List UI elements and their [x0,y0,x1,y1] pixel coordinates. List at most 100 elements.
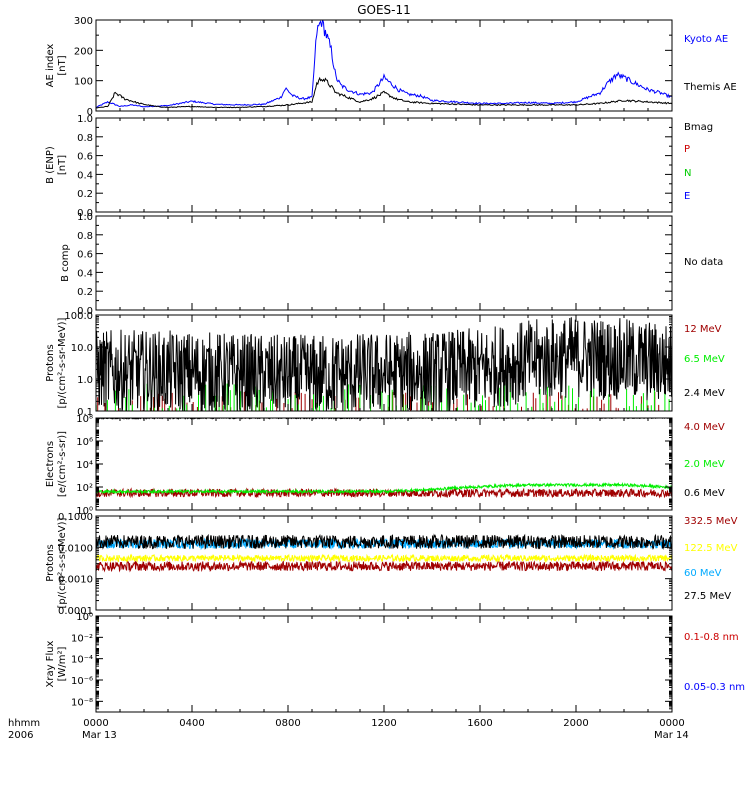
legend-entry: No data [684,257,723,268]
series-line [96,533,672,550]
y-tick-label: 10⁻⁸ [71,697,93,708]
y-tick-label: 0.0001 [58,606,93,617]
series-group-ae [96,20,672,109]
panel-ae: 0 100 200 300 AE index [nT] Kyoto AE Themis AE [45,16,737,118]
date-start-label: Mar 13 [82,730,117,741]
legend-entry: 0.6 MeV [684,488,725,499]
y-axis-label: [e/(cm²-s-sr)] [57,431,68,497]
legend-entry: Themis AE [683,82,737,93]
legend-entry: 2.0 MeV [684,459,725,470]
y-tick-label: 0.8 [77,133,93,144]
x-axis-label-hhmm: hhmm [8,718,40,729]
x-tick-label: 1200 [371,718,396,729]
y-tick-label: 0.1 [77,407,93,418]
y-axis-label: Electrons [45,441,56,487]
panel-frame [95,117,673,213]
y-tick-label: 100.0 [64,311,93,322]
series-line [96,20,672,108]
y-tick-label: 10⁰ [76,612,93,623]
legend-entry: 0.05-0.3 nm [684,682,745,693]
legend-entry: 12 MeV [684,324,722,335]
y-tick-label: 0.4 [77,170,93,181]
y-axis-label: [nT] [57,155,68,175]
y-axis-label: Protons [45,544,56,581]
y-tick-label: 0.1000 [58,512,93,523]
panel-frame [95,215,673,311]
y-axis-label: [nT] [57,55,68,75]
y-tick-label: 0.0 [77,306,93,317]
legend-entry: 6.5 MeV [684,354,725,365]
y-tick-label: 10.0 [71,343,93,354]
y-tick-label: 10⁻⁴ [71,655,93,666]
x-tick-label: 1600 [467,718,492,729]
y-tick-label: 0.8 [77,231,93,242]
y-axis-label: AE index [45,44,56,88]
y-tick-label: 1.0 [77,375,93,386]
y-axis-label: [p/(cm²-s-sr-MeV)] [57,317,68,408]
legend-entry: 60 MeV [684,568,722,579]
x-axis-label-year: 2006 [8,730,33,741]
panel-protons_high: 0.0001 0.0010 0.0100 0.1000 Protons [p/(cm²-s… [45,512,738,617]
x-tick-label: 0000 [659,718,684,729]
series-line [96,76,672,109]
y-axis-label: B (ENP) [45,146,56,184]
y-axis-label: [p/(cm²-s-sr-MeV)] [57,517,68,608]
y-tick-label: 300 [74,16,93,27]
y-tick-label: 0.6 [77,152,93,163]
y-tick-label: 1.0 [77,114,93,125]
legend-entry: Kyoto AE [684,34,728,45]
panel-bfield: 0.0 0.2 0.4 0.6 0.8 1.0 B (ENP) [nT] Bmag P N E [45,114,713,219]
series-line [96,559,672,573]
y-axis-label: [W/m²] [57,646,68,681]
x-tick-label: 0400 [179,718,204,729]
panel-frame [95,19,673,112]
y-tick-label: 0.0100 [58,543,93,554]
y-tick-label: 100 [74,77,93,88]
series-group-electrons [96,418,672,499]
panel-frame [95,615,673,713]
y-tick-label: 10⁻⁶ [71,676,93,687]
legend-entry: 27.5 MeV [684,591,731,602]
series-line [96,553,672,564]
y-tick-label: 10² [76,483,93,494]
series-line [96,481,672,495]
y-tick-label: 10⁸ [76,414,93,425]
panel-xray: 10⁻⁸ 10⁻⁶ 10⁻⁴ 10⁻² 10⁰ Xray Flux [W/m²] 0.1-0.… [45,612,745,713]
legend-entry: Bmag [684,122,713,133]
legend-entry: 332.5 MeV [684,516,738,527]
plot-title: GOES-11 [357,3,411,17]
series-group-protons_low [96,317,672,411]
legend-entry: 2.4 MeV [684,388,725,399]
legend-entry: E [684,191,690,202]
y-tick-label: 0.2 [77,189,93,200]
legend-entry: N [684,168,691,179]
series-group-protons_high [96,533,672,573]
panel-frame [95,417,673,511]
x-tick-label: 0800 [275,718,300,729]
y-tick-label: 0.6 [77,250,93,261]
y-tick-label: 10⁻² [71,633,93,644]
y-tick-label: 10⁰ [76,506,93,517]
legend-entry: 4.0 MeV [684,422,725,433]
y-tick-label: 0.4 [77,268,93,279]
legend-entry: 122.5 MeV [684,543,738,554]
y-tick-label: 0 [87,107,93,118]
series-line [96,487,672,499]
y-tick-label: 10⁶ [76,437,93,448]
series-line [96,317,672,411]
panel-bcomp: 0.0 0.2 0.4 0.6 0.8 1.0 B comp No data [60,212,723,317]
legend-entry: 0.1-0.8 nm [684,632,739,643]
y-tick-label: 0.2 [77,287,93,298]
y-tick-label: 0.0010 [58,575,93,586]
legend-entry: P [684,144,690,155]
y-tick-label: 1.0 [77,212,93,223]
x-tick-label: 2000 [563,718,588,729]
panel-protons_low: 0.1 1.0 10.0 100.0 Protons [p/(cm²-s-sr-MeV)]… [45,311,725,418]
x-tick-label: 0000 [83,718,108,729]
y-axis-label: Xray Flux [45,640,56,687]
date-end-label: Mar 14 [654,730,689,741]
y-tick-label: 200 [74,46,93,57]
panel-electrons: 10⁰ 10² 10⁴ 10⁶ 10⁸ Electrons [e/(cm²-s-sr)] 4.… [45,414,725,517]
